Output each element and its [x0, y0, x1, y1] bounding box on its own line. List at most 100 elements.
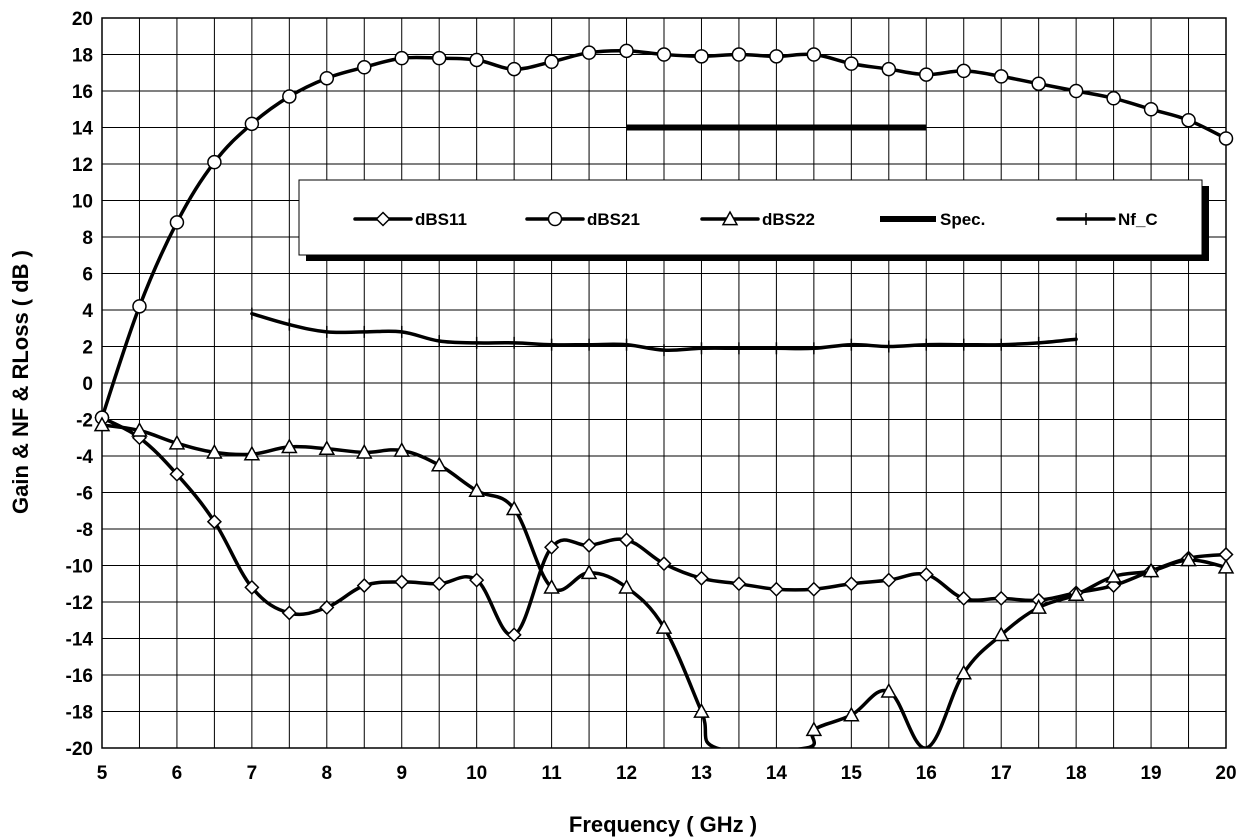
x-tick-label: 8	[322, 763, 333, 784]
marker-dbs11	[469, 572, 485, 588]
marker-dbs22	[1030, 598, 1047, 614]
y-tick-labels: 20181614121086420-2-4-6-8-10-12-14-16-18…	[66, 9, 94, 760]
marker-dbs22	[992, 626, 1010, 642]
marker-dbs21	[207, 154, 222, 170]
x-tick-labels: 5 6 7 8 9 10 11 12 13 14 15 16 17 18 19 20	[97, 763, 1237, 784]
y-tick-label: -4	[76, 447, 93, 468]
marker-dbs11	[956, 590, 972, 606]
x-tick-label: 6	[172, 763, 183, 784]
marker-dbs22	[655, 619, 673, 634]
marker-dbs21	[731, 47, 747, 62]
marker-dbs21	[282, 89, 297, 104]
marker-dbs21	[656, 47, 672, 62]
marker-dbs11	[656, 556, 672, 572]
x-tick-label: 16	[916, 763, 937, 784]
marker-dbs21	[1143, 102, 1159, 117]
marker-dbs11	[731, 576, 747, 592]
marker-dbs21	[394, 50, 409, 66]
marker-dbs11	[881, 572, 897, 588]
marker-dbs22	[430, 456, 448, 472]
y-tick-label: 8	[82, 228, 93, 249]
legend-items: dBS11 dBS21 dBS22 Spec. Nf_C	[353, 210, 1158, 229]
marker-dbs21	[1106, 91, 1121, 106]
marker-dbs21	[506, 61, 522, 77]
legend-item-dbs21: dBS21	[525, 210, 640, 229]
marker-dbs21	[1031, 76, 1046, 91]
x-axis-label: Frequency ( GHz )	[569, 812, 757, 837]
marker-dbs21	[1181, 112, 1196, 128]
marker-dbs21	[132, 299, 147, 314]
marker-dbs11	[693, 570, 710, 586]
legend: dBS11 dBS21 dBS22 Spec. Nf_C	[298, 179, 1209, 261]
y-tick-label: 4	[82, 301, 93, 322]
x-tick-label: 5	[97, 763, 108, 784]
marker-dbs11	[244, 579, 260, 595]
y-tick-label: -16	[66, 666, 93, 687]
marker-dbs11	[581, 537, 597, 553]
marker-dbs11	[169, 466, 185, 482]
marker-dbs11	[843, 576, 859, 592]
y-tick-label: 12	[72, 155, 93, 176]
marker-dbs11	[431, 576, 447, 592]
x-tick-label: 9	[396, 763, 407, 784]
marker-dbs22	[1105, 567, 1122, 583]
marker-dbs11	[394, 574, 410, 590]
y-tick-label: 18	[72, 46, 93, 67]
x-tick-label: 10	[466, 763, 487, 784]
x-tick-label: 13	[691, 763, 712, 784]
marker-dbs22	[168, 434, 186, 450]
marker-dbs22	[393, 441, 411, 457]
marker-dbs22	[468, 482, 485, 498]
x-tick-label: 18	[1066, 763, 1087, 784]
y-tick-label: 10	[72, 192, 93, 213]
y-tick-label: -6	[76, 484, 93, 505]
marker-dbs21	[956, 63, 971, 79]
marker-dbs21	[469, 52, 484, 68]
y-tick-label: -2	[76, 411, 93, 432]
x-tick-label: 15	[841, 763, 863, 784]
legend-item-dbs11: dBS11	[353, 210, 467, 229]
marker-dbs21	[169, 215, 185, 230]
marker-dbs21	[244, 116, 260, 132]
x-tick-label: 11	[542, 763, 563, 784]
marker-dbs22	[543, 578, 560, 594]
legend-label-spec: Spec.	[940, 210, 985, 229]
marker-dbs21	[319, 70, 335, 86]
y-axis-label: Gain & NF & RLoss ( dB )	[8, 250, 33, 514]
marker-dbs22	[1180, 551, 1197, 567]
marker-dbs22	[693, 702, 710, 718]
marker-dbs21	[694, 49, 709, 64]
marker-dbs11	[918, 567, 934, 583]
plot-frame	[101, 17, 1227, 749]
marker-dbs11	[319, 599, 335, 616]
x-tick-label: 14	[766, 763, 788, 784]
x-tick-label: 12	[616, 763, 637, 784]
x-tick-label: 20	[1215, 763, 1236, 784]
marker-dbs21	[431, 50, 447, 66]
marker-dbs21	[881, 61, 897, 77]
y-tick-label: 20	[72, 9, 93, 30]
marker-dbs22	[206, 443, 223, 459]
marker-dbs11	[506, 627, 522, 643]
marker-dbs22	[843, 706, 860, 722]
y-tick-label: 6	[82, 265, 93, 286]
legend-item-dbs22: dBS22	[700, 210, 815, 229]
y-tick-label: 2	[82, 338, 93, 359]
marker-dbs11	[618, 532, 635, 548]
marker-dbs22	[131, 421, 148, 437]
y-tick-label: 0	[82, 374, 93, 395]
marker-dbs22	[805, 721, 823, 737]
marker-dbs21	[1218, 131, 1234, 146]
marker-dbs21	[357, 60, 372, 75]
marker-dbs22	[281, 438, 298, 454]
y-tick-label: -14	[66, 630, 94, 651]
y-tick-label: -18	[66, 703, 93, 724]
marker-dbs22	[1142, 562, 1160, 578]
legend-marker-dbs22	[721, 210, 739, 226]
marker-dbs21	[544, 54, 559, 70]
marker-dbs22	[93, 416, 111, 432]
y-tick-label: -12	[66, 593, 93, 614]
marker-dbs22	[880, 682, 898, 698]
marker-dbs22	[318, 440, 336, 456]
marker-dbs21	[581, 45, 597, 60]
